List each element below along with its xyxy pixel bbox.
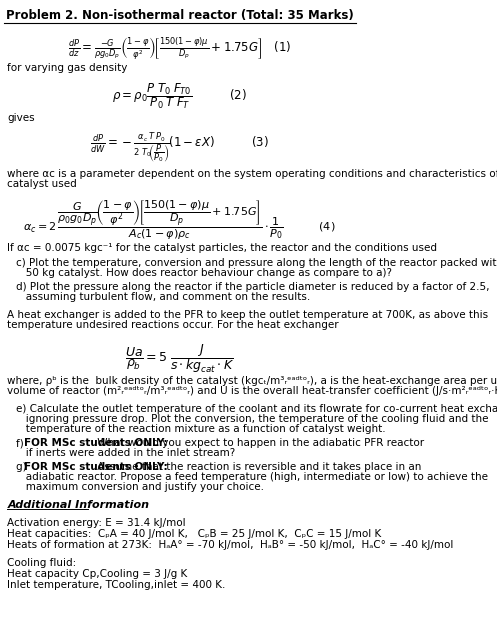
Text: 50 kg catalyst. How does reactor behaviour change as compare to a)?: 50 kg catalyst. How does reactor behavio…	[16, 268, 392, 278]
Text: FOR MSc students ONLY:: FOR MSc students ONLY:	[24, 462, 167, 472]
Text: adiabatic reactor. Propose a feed temperature (high, intermediate or low) to ach: adiabatic reactor. Propose a feed temper…	[16, 472, 488, 482]
Text: A heat exchanger is added to the PFR to keep the outlet temperature at 700K, as : A heat exchanger is added to the PFR to …	[7, 310, 489, 320]
Text: $\frac{dP}{dz} = \frac{-G}{\rho g_0 D_p}\left(\frac{1-\varphi}{\varphi^2}\right): $\frac{dP}{dz} = \frac{-G}{\rho g_0 D_p}…	[68, 35, 291, 62]
Text: What would you expect to happen in the adiabatic PFR reactor: What would you expect to happen in the a…	[94, 438, 424, 448]
Text: Activation energy: E = 31.4 kJ/mol: Activation energy: E = 31.4 kJ/mol	[7, 518, 186, 528]
Text: gives: gives	[7, 113, 35, 123]
Text: volume of reactor (m²ᵣᵉᵃᵈᵗᵒᵣ/m³ᵣᵉᵃᵈᵗᵒᵣ) and U is the overall heat-transfer coeff: volume of reactor (m²ᵣᵉᵃᵈᵗᵒᵣ/m³ᵣᵉᵃᵈᵗᵒᵣ) …	[7, 386, 497, 396]
Text: g): g)	[16, 462, 30, 472]
Text: $\rho = \rho_0\dfrac{P\;T_0\;F_{T0}}{P_0\;T\;F_T}$          (2): $\rho = \rho_0\dfrac{P\;T_0\;F_{T0}}{P_0…	[112, 81, 247, 111]
Text: ignoring pressure drop. Plot the conversion, the temperature of the cooling flui: ignoring pressure drop. Plot the convers…	[16, 414, 489, 424]
Text: where αᴄ is a parameter dependent on the system operating conditions and charact: where αᴄ is a parameter dependent on the…	[7, 169, 497, 179]
Text: temperature undesired reactions occur. For the heat exchanger: temperature undesired reactions occur. F…	[7, 320, 339, 330]
Text: Additional Information: Additional Information	[7, 500, 149, 510]
Text: assuming turbulent flow, and comment on the results.: assuming turbulent flow, and comment on …	[16, 292, 310, 302]
Text: Heat capacities:  CₚA = 40 J/mol K,   CₚB = 25 J/mol K,  CₚC = 15 J/mol K: Heat capacities: CₚA = 40 J/mol K, CₚB =…	[7, 529, 382, 539]
Text: Assume that the reaction is reversible and it takes place in an: Assume that the reaction is reversible a…	[94, 462, 421, 472]
Text: for varying gas density: for varying gas density	[7, 63, 128, 73]
Text: f): f)	[16, 438, 27, 448]
Text: if inerts were added in the inlet stream?: if inerts were added in the inlet stream…	[16, 448, 235, 458]
Text: $\dfrac{Ua}{\rho_b} = 5\;\dfrac{J}{s\cdot kg_{cat}\cdot K}$: $\dfrac{Ua}{\rho_b} = 5\;\dfrac{J}{s\cdo…	[125, 342, 234, 375]
Text: $\frac{dP}{dW} = -\frac{\alpha_c\;T\;P_0}{2\;T_0\!\left(\dfrac{P}{P_0}\right)}\!: $\frac{dP}{dW} = -\frac{\alpha_c\;T\;P_0…	[90, 131, 269, 165]
Text: maximum conversion and justify your choice.: maximum conversion and justify your choi…	[16, 482, 264, 492]
Text: FOR MSc students ONLY:: FOR MSc students ONLY:	[24, 438, 167, 448]
Text: Heat capacity Cp,Cooling = 3 J/g K: Heat capacity Cp,Cooling = 3 J/g K	[7, 569, 187, 579]
Text: d) Plot the pressure along the reactor if the particle diameter is reduced by a : d) Plot the pressure along the reactor i…	[16, 282, 490, 292]
Text: Cooling fluid:: Cooling fluid:	[7, 558, 77, 568]
Text: catalyst used: catalyst used	[7, 179, 77, 189]
Text: c) Plot the temperature, conversion and pressure along the length of the reactor: c) Plot the temperature, conversion and …	[16, 258, 497, 268]
Text: temperature of the reaction mixture as a function of catalyst weight.: temperature of the reaction mixture as a…	[16, 424, 386, 434]
Text: $\alpha_c = 2\,\dfrac{\dfrac{G}{\rho_0 g_0 D_p}\!\left(\dfrac{1-\varphi}{\varphi: $\alpha_c = 2\,\dfrac{\dfrac{G}{\rho_0 g…	[23, 199, 336, 242]
Text: where, ρᵇ is the  bulk density of the catalyst (kgᴄₜ/m³ᵣᵉᵃᵈᵗᵒᵣ), a is the heat-e: where, ρᵇ is the bulk density of the cat…	[7, 376, 497, 386]
Text: Inlet temperature, TCooling,inlet = 400 K.: Inlet temperature, TCooling,inlet = 400 …	[7, 580, 226, 590]
Text: Problem 2. Non-isothermal reactor (Total: 35 Marks): Problem 2. Non-isothermal reactor (Total…	[5, 9, 353, 22]
Text: Heats of formation at 273K:  HₐA° = -70 kJ/mol,  HₐB° = -50 kJ/mol,  HₐC° = -40 : Heats of formation at 273K: HₐA° = -70 k…	[7, 540, 454, 550]
Text: e) Calculate the outlet temperature of the coolant and its flowrate for co-curre: e) Calculate the outlet temperature of t…	[16, 404, 497, 414]
Text: If αᴄ = 0.0075 kgᴄ⁻¹ for the catalyst particles, the reactor and the conditions : If αᴄ = 0.0075 kgᴄ⁻¹ for the catalyst pa…	[7, 243, 437, 253]
